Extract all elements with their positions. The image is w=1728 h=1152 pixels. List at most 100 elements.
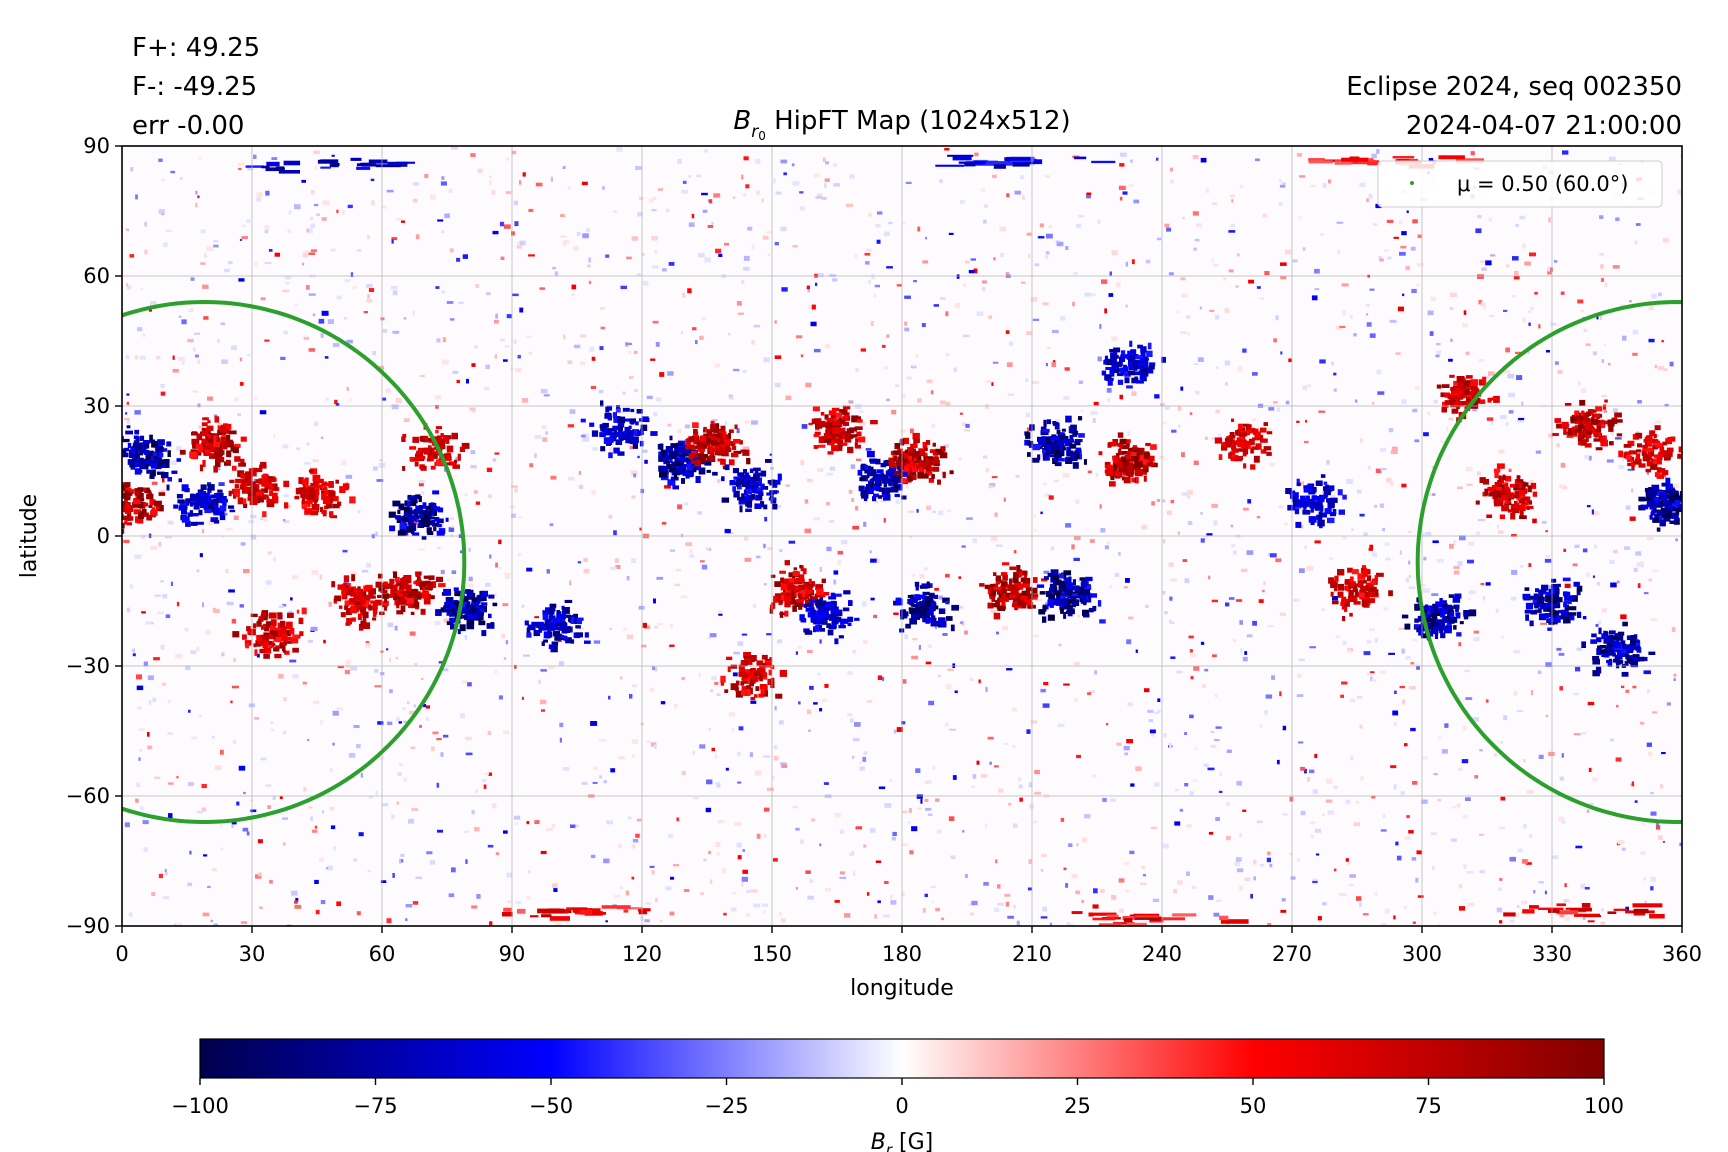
noise-speck bbox=[1177, 406, 1182, 411]
active-region-speck bbox=[166, 462, 170, 468]
noise-speck bbox=[1453, 540, 1456, 546]
active-region-speck bbox=[672, 485, 679, 490]
noise-speck bbox=[1162, 591, 1166, 595]
noise-speck bbox=[572, 824, 579, 828]
noise-speck bbox=[1414, 439, 1420, 443]
active-region-speck bbox=[480, 596, 487, 601]
noise-speck bbox=[1271, 675, 1275, 680]
active-region-speck bbox=[209, 453, 216, 459]
noise-speck bbox=[904, 295, 911, 299]
active-region-speck bbox=[669, 467, 676, 472]
active-region-speck bbox=[143, 502, 149, 507]
noise-speck bbox=[331, 154, 335, 157]
noise-speck bbox=[990, 536, 997, 541]
noise-speck bbox=[296, 447, 301, 451]
active-region-speck bbox=[150, 462, 157, 469]
noise-speck bbox=[1522, 317, 1526, 323]
noise-speck bbox=[1353, 333, 1357, 337]
noise-speck bbox=[792, 805, 799, 809]
noise-speck bbox=[195, 354, 199, 358]
noise-speck bbox=[1267, 851, 1271, 856]
active-region-speck bbox=[209, 504, 215, 508]
noise-speck bbox=[754, 770, 762, 776]
noise-speck bbox=[138, 728, 145, 731]
noise-speck bbox=[511, 485, 518, 488]
active-region-speck bbox=[157, 461, 162, 468]
active-region-speck bbox=[383, 604, 387, 611]
noise-speck bbox=[689, 548, 693, 554]
noise-speck bbox=[1634, 240, 1638, 245]
noise-speck bbox=[781, 763, 788, 768]
noise-speck bbox=[1601, 394, 1607, 398]
noise-speck bbox=[282, 697, 287, 702]
active-region-speck bbox=[268, 483, 273, 491]
active-region-speck bbox=[428, 507, 433, 512]
noise-speck bbox=[1027, 887, 1033, 891]
noise-speck bbox=[729, 397, 734, 400]
noise-speck bbox=[306, 228, 313, 234]
noise-speck bbox=[514, 221, 519, 227]
noise-speck bbox=[819, 708, 823, 712]
active-region-speck bbox=[783, 595, 792, 602]
noise-speck bbox=[767, 254, 771, 257]
noise-speck bbox=[432, 731, 439, 735]
active-region-speck bbox=[403, 512, 409, 519]
active-region-speck bbox=[913, 457, 922, 463]
noise-speck bbox=[1422, 756, 1429, 760]
active-region-speck bbox=[549, 603, 557, 608]
active-region-speck bbox=[181, 484, 189, 492]
noise-speck bbox=[1513, 649, 1521, 654]
noise-speck bbox=[336, 295, 342, 300]
noise-speck bbox=[1256, 286, 1261, 289]
noise-speck bbox=[1356, 695, 1363, 699]
noise-speck bbox=[1043, 682, 1049, 686]
active-region-speck bbox=[716, 447, 724, 454]
noise-speck bbox=[1189, 714, 1194, 719]
noise-speck bbox=[1300, 766, 1305, 771]
noise-speck bbox=[1129, 850, 1135, 855]
noise-speck bbox=[1130, 783, 1135, 787]
noise-speck bbox=[1479, 260, 1485, 263]
active-region-speck bbox=[900, 477, 907, 484]
noise-speck bbox=[741, 174, 744, 180]
noise-speck bbox=[1120, 152, 1127, 157]
active-region-speck bbox=[885, 487, 892, 493]
noise-speck bbox=[1372, 552, 1377, 557]
noise-speck bbox=[990, 609, 997, 613]
noise-speck bbox=[886, 266, 893, 269]
noise-speck bbox=[837, 550, 843, 555]
active-region-speck bbox=[730, 441, 735, 447]
active-region-speck bbox=[743, 489, 748, 496]
noise-speck bbox=[1559, 914, 1565, 918]
noise-speck bbox=[1065, 523, 1072, 528]
noise-speck bbox=[651, 236, 658, 241]
active-region-speck bbox=[467, 610, 476, 614]
noise-speck bbox=[165, 536, 172, 539]
active-region-speck bbox=[126, 522, 133, 526]
noise-speck bbox=[1217, 434, 1222, 438]
noise-speck bbox=[1204, 668, 1209, 672]
noise-speck bbox=[1522, 859, 1528, 864]
noise-speck bbox=[1537, 670, 1542, 675]
noise-speck bbox=[151, 892, 156, 896]
noise-speck bbox=[1166, 227, 1172, 232]
noise-speck bbox=[844, 913, 851, 918]
active-region-speck bbox=[124, 482, 131, 488]
noise-speck bbox=[1231, 199, 1234, 203]
noise-speck bbox=[600, 326, 605, 330]
noise-speck bbox=[1423, 432, 1429, 437]
noise-speck bbox=[1650, 811, 1657, 816]
noise-speck bbox=[741, 876, 748, 882]
flux-positive-text: F+: 49.25 bbox=[132, 33, 261, 63]
noise-speck bbox=[1090, 539, 1095, 543]
noise-speck bbox=[147, 675, 154, 681]
active-region-speck bbox=[792, 571, 800, 577]
noise-speck bbox=[1511, 569, 1518, 575]
noise-speck bbox=[1517, 848, 1523, 853]
active-region-speck bbox=[811, 610, 816, 617]
active-region-speck bbox=[149, 450, 154, 455]
active-region-speck bbox=[241, 498, 247, 504]
noise-speck bbox=[1559, 776, 1565, 781]
noise-speck bbox=[737, 312, 744, 315]
noise-speck bbox=[764, 583, 767, 586]
